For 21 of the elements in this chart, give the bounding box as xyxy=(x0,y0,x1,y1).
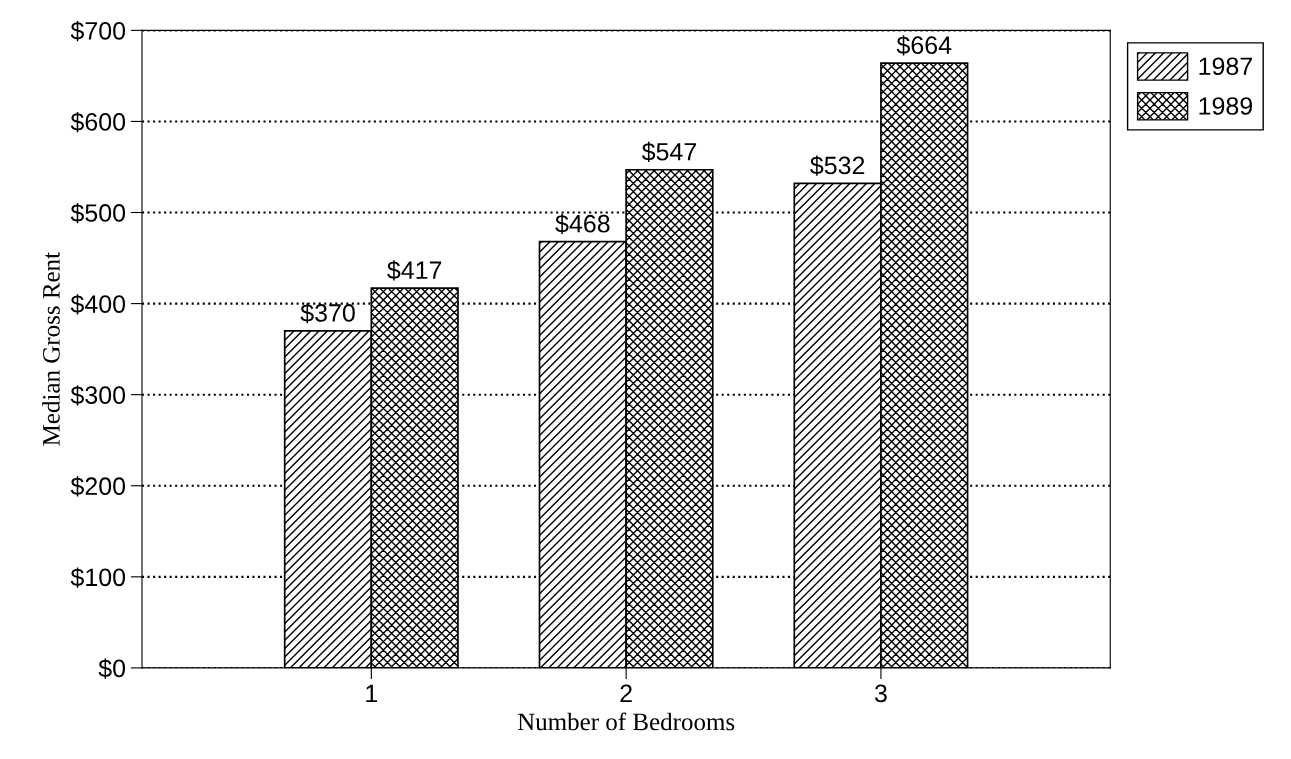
data-label: $468 xyxy=(555,213,610,235)
data-label: $532 xyxy=(810,155,865,176)
data-label: $417 xyxy=(387,260,442,281)
x-tick-label: 3 xyxy=(874,684,887,703)
x-tick-label: 2 xyxy=(620,684,632,703)
y-tick-label: $600 xyxy=(70,111,126,133)
data-label: $664 xyxy=(896,35,952,56)
data-label: $370 xyxy=(300,303,355,324)
y-tick-label: $300 xyxy=(70,385,126,406)
x-tick-label: 1 xyxy=(366,684,378,703)
y-tick-label: $400 xyxy=(70,294,126,315)
y-axis-title: Median Gross Rent xyxy=(42,252,60,446)
y-tick-label: $0 xyxy=(98,658,126,679)
y-tick-label: $700 xyxy=(70,20,126,42)
y-tick-label: $100 xyxy=(70,567,126,588)
y-tick-label: $200 xyxy=(70,476,126,497)
data-label: $547 xyxy=(641,141,697,163)
legend-label: 1989 xyxy=(1199,97,1253,115)
x-axis-title: Number of Bedrooms xyxy=(517,712,735,731)
legend-label: 1987 xyxy=(1199,57,1252,76)
y-tick-label: $500 xyxy=(70,203,126,224)
